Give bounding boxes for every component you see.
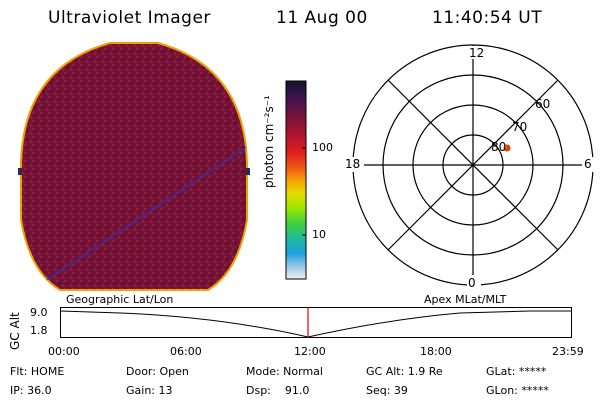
colorbar-tick-10: 10 <box>312 228 326 241</box>
colorbar-unit-label: photon cm⁻²s⁻¹ <box>262 95 276 188</box>
status-flt: Flt: HOME <box>10 365 65 378</box>
timeline-left-caption: Geographic Lat/Lon <box>66 293 174 306</box>
timeline-xtick-0600: 06:00 <box>170 345 202 358</box>
status-door: Door: Open <box>126 365 189 378</box>
timeline-xtick-1200: 12:00 <box>294 345 326 358</box>
mlat-label-60: 60 <box>535 97 551 111</box>
mlat-label-70: 70 <box>512 120 528 134</box>
header-time: 11:40:54 UT <box>432 8 543 28</box>
colorbar-tick-100: 100 <box>312 141 333 154</box>
status-seq: Seq: 39 <box>366 384 408 397</box>
status-glat: GLat: ***** <box>486 365 547 378</box>
status-ip: IP: 36.0 <box>10 384 52 397</box>
timeline-right-caption: Apex MLat/MLT <box>424 293 507 306</box>
status-mode: Mode: Normal <box>246 365 323 378</box>
timeline-ytick-bottom: 1.8 <box>30 324 48 337</box>
mlat-label-80: 80 <box>491 140 507 154</box>
instrument-title: Ultraviolet Imager <box>48 8 211 28</box>
gc-alt-timeline <box>60 307 572 338</box>
mlt-label-6: 6 <box>584 157 592 171</box>
terminator-line <box>35 145 247 288</box>
timeline-xtick-2359: 23:59 <box>552 345 584 358</box>
colorbar <box>285 80 307 280</box>
status-gc-alt: GC Alt: 1.9 Re <box>366 365 443 378</box>
mlt-label-0: 0 <box>468 276 476 290</box>
status-gain: Gain: 13 <box>126 384 173 397</box>
status-glon: GLon: ***** <box>486 384 549 397</box>
header-date: 11 Aug 00 <box>276 8 368 28</box>
mlt-label-18: 18 <box>345 157 361 171</box>
timeline-ylabel: GC Alt <box>8 312 22 350</box>
timeline-xtick-1800: 18:00 <box>420 345 452 358</box>
timeline-ytick-top: 9.0 <box>30 306 48 319</box>
uvi-disk-image <box>18 42 250 291</box>
polar-mlt-plot <box>342 44 596 288</box>
mlt-label-12: 12 <box>469 46 485 60</box>
status-dsp: Dsp: 91.0 <box>246 384 310 397</box>
timeline-xtick-0000: 00:00 <box>48 345 80 358</box>
